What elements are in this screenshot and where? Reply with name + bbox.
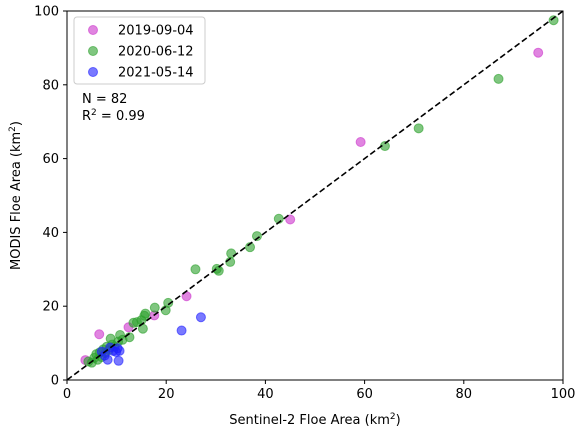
data-point [113,355,124,366]
axes-frame [66,10,564,381]
legend-items: 2019-09-04 2020-06-12 2021-05-14 [88,24,194,81]
y-axis-label: MODIS Floe Area (km2) [8,121,24,270]
legend-marker [88,25,98,35]
x-tick-label: 100 [551,387,576,402]
data-point [251,231,262,242]
x-tick-label: 60 [356,387,373,402]
r-squared-annotation: R2 = 0.99 [82,108,145,124]
series-2020-06-12 [83,15,559,368]
plot-area [66,10,564,381]
data-point [413,123,424,134]
data-point [195,312,206,323]
data-point [493,73,504,84]
y-tick-label: 0 [51,374,59,389]
data-point [102,354,113,365]
data-point [114,345,125,356]
y-tick-label: 100 [34,5,59,20]
axis-ticks: 0 20 40 60 80 100 0 20 40 60 80 100 [34,5,575,403]
data-point [176,325,187,336]
y-tick-label: 80 [42,78,59,93]
x-axis-label: Sentinel-2 Floe Area (km2) [229,412,400,428]
data-point [94,329,105,340]
legend-label: 2020-06-12 [118,45,194,60]
one-to-one-reference-line [66,10,564,381]
data-point [213,265,224,276]
data-point [163,297,174,308]
y-tick-label: 40 [42,226,59,241]
data-point [285,214,296,225]
data-point [548,15,559,26]
legend: 2019-09-04 2020-06-12 2021-05-14 [73,16,206,85]
data-point [355,137,366,147]
data-point [533,47,544,58]
legend-marker [88,67,98,77]
legend-marker [88,46,98,56]
x-tick-label: 80 [456,387,473,402]
y-tick-label: 60 [42,152,59,167]
legend-label: 2019-09-04 [118,24,194,39]
data-point [226,248,237,259]
sample-count-annotation: N = 82 [82,92,127,107]
x-tick-label: 0 [63,387,71,402]
legend-box [73,16,206,85]
data-point [149,302,160,313]
data-point [140,308,151,319]
legend-label: 2021-05-14 [118,66,194,81]
x-tick-label: 20 [158,387,175,402]
data-point [190,264,201,275]
x-tick-label: 40 [257,387,274,402]
y-tick-label: 20 [42,300,59,315]
series-2021-05-14 [96,312,206,366]
